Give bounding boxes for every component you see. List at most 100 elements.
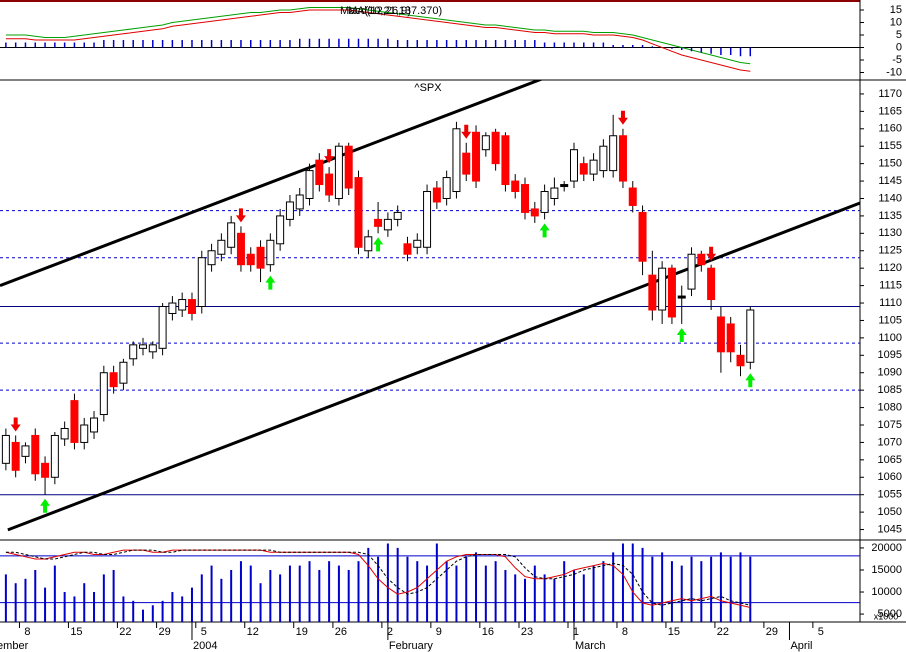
- candle-body: [276, 215, 285, 245]
- candle-body: [423, 191, 432, 248]
- candle-body: [452, 128, 461, 193]
- candle-body: [521, 184, 530, 213]
- volume-panel: [0, 543, 860, 622]
- month-label: February: [389, 640, 434, 652]
- y-tick-label: 1055: [878, 489, 902, 501]
- candle-body: [178, 299, 187, 311]
- candle-body: [285, 201, 294, 220]
- candle-body: [197, 257, 206, 308]
- y-tick-label: 1115: [879, 280, 902, 292]
- y-tick-label: 5: [896, 29, 902, 41]
- candle-body: [315, 159, 324, 186]
- month-label: 2004: [193, 640, 217, 652]
- candle-body: [462, 152, 471, 175]
- y-tick-label: 1065: [878, 454, 902, 466]
- price-title: ^SPX: [414, 82, 442, 94]
- candle-body: [325, 173, 334, 196]
- candle-body: [726, 323, 735, 353]
- x-tick-label: 15: [70, 626, 82, 638]
- candle-body: [569, 149, 578, 182]
- x-tick-label: 16: [482, 626, 494, 638]
- x-tick-label: 23: [521, 626, 533, 638]
- candle-body: [227, 222, 236, 248]
- y-tick-label: 15: [890, 4, 902, 16]
- candle-body: [354, 177, 363, 248]
- candle-body: [119, 361, 128, 384]
- y-tick-label: 1090: [878, 367, 902, 379]
- y-tick-label: 1095: [878, 349, 902, 361]
- candle-body: [511, 180, 520, 193]
- candle-body: [383, 218, 392, 231]
- candle-body: [295, 194, 304, 210]
- candle-body: [442, 177, 451, 199]
- y-tick-label: 1160: [878, 123, 902, 135]
- candle-body: [628, 187, 637, 206]
- macd-line: [5, 7, 751, 65]
- candle-body: [413, 239, 422, 248]
- x-tick-label: 1: [573, 626, 579, 638]
- candle-body: [41, 462, 50, 478]
- candle-body: [667, 267, 676, 318]
- candle-body: [50, 434, 59, 478]
- macd-panel: [0, 7, 860, 72]
- buy-arrow: [676, 327, 687, 342]
- y-tick-label: 1100: [878, 332, 902, 344]
- candle-body: [550, 187, 559, 199]
- candle-body: [334, 145, 343, 199]
- x-tick-label: 12: [247, 626, 259, 638]
- trend-line: [0, 80, 544, 288]
- candle-body: [217, 239, 226, 255]
- x-tick-label: 29: [158, 626, 170, 638]
- y-tick-label: 1130: [878, 227, 902, 239]
- candle-body: [540, 191, 549, 213]
- candle-body: [618, 135, 627, 182]
- candle-body: [158, 306, 167, 349]
- candle-body: [266, 239, 275, 266]
- candle-body: [60, 427, 69, 440]
- price-panel: [0, 80, 860, 532]
- candle-body: [658, 267, 667, 311]
- sell-arrow: [235, 208, 246, 223]
- unit-label: x1000: [874, 611, 899, 621]
- candle-body: [609, 135, 618, 172]
- candle-body: [393, 211, 402, 220]
- candle-body: [364, 236, 373, 252]
- candle-body: [746, 309, 755, 363]
- axes: 151050-5-1010451050105510601065107010751…: [0, 4, 902, 652]
- y-tick-label: 20000: [871, 542, 902, 554]
- candle-body: [716, 316, 725, 353]
- candle-body: [109, 372, 118, 388]
- trend-line: [7, 201, 860, 532]
- candle-body: [560, 184, 569, 188]
- y-tick-label: 1145: [878, 175, 902, 187]
- x-tick-label: 5: [201, 626, 207, 638]
- sell-arrow: [706, 246, 717, 261]
- candle-body: [139, 344, 148, 349]
- y-tick-label: 1155: [878, 140, 902, 152]
- candle-body: [305, 170, 314, 199]
- y-tick-label: 1120: [878, 262, 902, 274]
- candle-body: [481, 135, 490, 151]
- y-tick-label: 1140: [878, 192, 902, 204]
- x-tick-label: 5: [818, 626, 824, 638]
- candle-body: [207, 250, 216, 266]
- candle-body: [11, 441, 20, 471]
- candle-body: [236, 232, 245, 266]
- candle-body: [697, 253, 706, 266]
- month-label: December: [0, 640, 29, 652]
- candle-body: [344, 145, 353, 189]
- candle-body: [168, 302, 177, 314]
- x-tick-label: 8: [24, 626, 30, 638]
- volume-indicator-line: [5, 549, 751, 606]
- buy-arrow: [745, 373, 756, 388]
- candle-body: [589, 159, 598, 175]
- y-tick-label: 1110: [879, 297, 902, 309]
- candle-body: [501, 135, 510, 186]
- y-tick-label: 15000: [871, 564, 902, 576]
- candle-body: [70, 400, 79, 443]
- macd-title: Macd(12,26,9): [340, 5, 411, 17]
- candle-body: [374, 218, 383, 227]
